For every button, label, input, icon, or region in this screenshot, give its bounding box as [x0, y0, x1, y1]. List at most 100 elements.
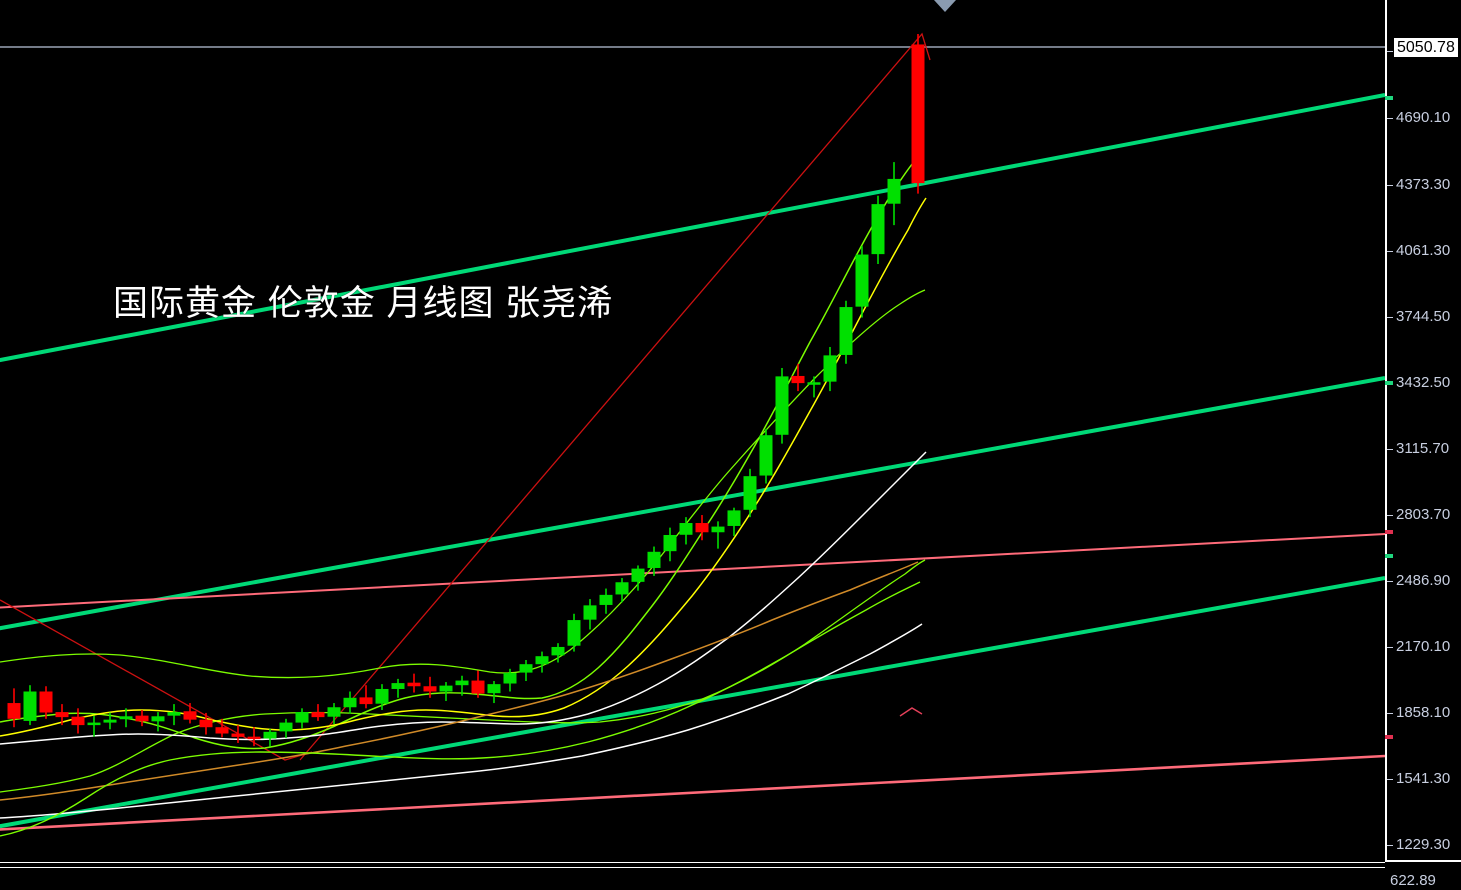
axis-bottom-border — [1385, 860, 1461, 863]
candle-body[interactable] — [679, 523, 693, 535]
candle-body[interactable] — [279, 722, 293, 732]
candle-body[interactable] — [135, 715, 149, 722]
candle-body[interactable] — [487, 684, 501, 694]
candle-body[interactable] — [871, 204, 885, 255]
candle-body[interactable] — [183, 711, 197, 720]
trend-red-lower[interactable] — [0, 754, 1385, 831]
tick-dash — [1387, 646, 1393, 648]
axis-level-marker — [1385, 554, 1393, 558]
candle-body[interactable] — [503, 673, 517, 684]
candle-body[interactable] — [375, 688, 389, 704]
candle-body[interactable] — [471, 680, 485, 694]
candle-body[interactable] — [87, 722, 101, 726]
ma-green-long — [0, 581, 921, 837]
candle-body[interactable] — [455, 680, 469, 686]
tick-value: 2803.70 — [1396, 506, 1451, 524]
price-axis[interactable]: 5008.904690.104373.304061.303744.503432.… — [1385, 0, 1461, 862]
candle-body[interactable] — [119, 716, 133, 720]
candle-body[interactable] — [551, 646, 565, 656]
price-axis-tick: 1229.30 — [1387, 837, 1450, 853]
axis-level-marker — [1385, 735, 1393, 739]
candle-body[interactable] — [807, 382, 821, 385]
tick-value: 4373.30 — [1396, 176, 1451, 194]
candle-body[interactable] — [295, 712, 309, 723]
candle-body[interactable] — [911, 44, 925, 184]
bollinger-upper — [0, 289, 926, 679]
candle-body[interactable] — [231, 733, 245, 737]
price-axis-tick: 4690.10 — [1387, 110, 1450, 126]
candle-body[interactable] — [567, 620, 581, 646]
price-axis-tick: 2803.70 — [1387, 507, 1450, 523]
ma-orange-slowest — [0, 561, 919, 801]
candlestick-series[interactable] — [7, 33, 925, 747]
candle-body[interactable] — [359, 697, 373, 705]
crosshair-down-arrow-icon — [934, 0, 956, 12]
candle-body[interactable] — [343, 697, 357, 708]
candle-body[interactable] — [23, 691, 37, 721]
candle-body[interactable] — [215, 727, 229, 734]
candle-body[interactable] — [711, 526, 725, 533]
candle-body[interactable] — [727, 510, 741, 526]
candle-body[interactable] — [823, 355, 837, 382]
candle-body[interactable] — [423, 686, 437, 692]
candle-body[interactable] — [839, 307, 853, 355]
candle-body[interactable] — [791, 375, 805, 384]
trend-green-lower-channel[interactable] — [0, 576, 1385, 829]
candle-body[interactable] — [647, 551, 661, 568]
ma-white-slowest — [0, 623, 923, 819]
chart-bottom-border — [0, 862, 1385, 868]
candle-body[interactable] — [887, 178, 901, 204]
candle-body[interactable] — [391, 683, 405, 689]
price-axis-tick: 1541.30 — [1387, 771, 1450, 787]
candle-body[interactable] — [439, 685, 453, 692]
candle-body[interactable] — [663, 534, 677, 552]
candle-body[interactable] — [151, 716, 165, 722]
candle-body[interactable] — [855, 254, 869, 307]
last-price-label: 5050.78 — [1394, 38, 1458, 57]
tick-dash — [1387, 778, 1393, 780]
price-axis-tick: 2170.10 — [1387, 639, 1450, 655]
tick-value: 2486.90 — [1396, 572, 1451, 590]
tick-dash — [1387, 250, 1393, 252]
candle-body[interactable] — [167, 712, 181, 716]
ma-white-slow — [0, 451, 927, 745]
tick-value: 3115.70 — [1396, 440, 1450, 458]
candle-body[interactable] — [759, 435, 773, 476]
chart-title-watermark: 国际黄金 伦敦金 月线图 张尧浠 — [113, 284, 614, 323]
candle-body[interactable] — [7, 703, 21, 719]
candle-body[interactable] — [695, 523, 709, 533]
tick-dash — [1387, 184, 1393, 186]
candle-body[interactable] — [55, 712, 69, 718]
candle-body[interactable] — [519, 664, 533, 673]
candle-body[interactable] — [327, 707, 341, 717]
candle-body[interactable] — [615, 582, 629, 595]
trend-red-upper[interactable] — [0, 533, 1385, 609]
candle-body[interactable] — [199, 719, 213, 728]
candle-body[interactable] — [247, 736, 261, 740]
candle-body[interactable] — [583, 605, 597, 620]
candle-body[interactable] — [103, 719, 117, 723]
candle-body[interactable] — [39, 691, 53, 713]
candle-body[interactable] — [535, 656, 549, 665]
tick-dash — [1387, 448, 1393, 450]
candle-body[interactable] — [599, 594, 613, 605]
candle-body[interactable] — [407, 682, 421, 687]
ma-green-fast — [0, 149, 925, 750]
tick-dash — [1387, 514, 1393, 516]
trend-green-upper-channel[interactable] — [0, 93, 1385, 363]
price-axis-tick: 3115.70 — [1387, 441, 1449, 457]
axis-clipped-bottom-value: 622.89 — [1390, 872, 1436, 889]
price-chart-canvas[interactable] — [0, 0, 1385, 862]
candle-body[interactable] — [311, 712, 325, 718]
chart-svg — [0, 32, 1385, 837]
candle-body[interactable] — [743, 476, 757, 510]
candle-body[interactable] — [775, 376, 789, 435]
price-axis-tick: 1858.10 — [1387, 705, 1450, 721]
candle-body[interactable] — [71, 716, 85, 726]
gann-fan-red[interactable] — [299, 32, 931, 761]
trend-green-mid-channel[interactable] — [0, 376, 1385, 631]
tick-dash — [1387, 844, 1393, 846]
candle-body[interactable] — [263, 731, 277, 739]
candle-body[interactable] — [631, 568, 645, 582]
